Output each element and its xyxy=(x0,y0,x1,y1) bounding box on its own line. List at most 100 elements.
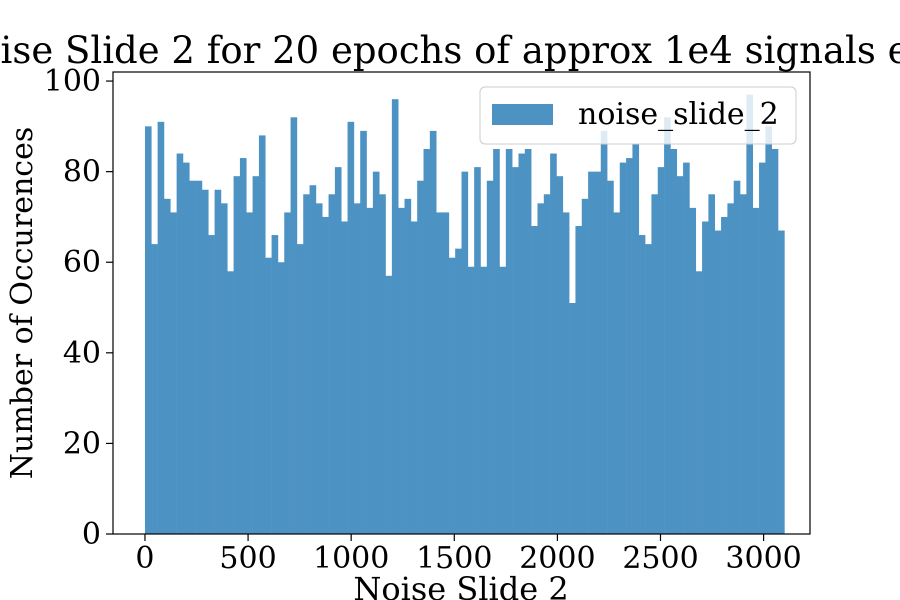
histogram-bar xyxy=(714,230,722,534)
y-tick-label: 20 xyxy=(63,426,101,461)
histogram-bar xyxy=(271,235,279,534)
histogram-bar xyxy=(379,194,386,535)
histogram-bar xyxy=(391,99,399,535)
histogram-bar xyxy=(360,130,367,534)
histogram-bar xyxy=(531,226,538,534)
histogram-bar xyxy=(410,221,418,534)
histogram-bar xyxy=(461,171,469,534)
histogram-bar xyxy=(195,180,203,534)
histogram-bar xyxy=(176,153,184,534)
y-tick-label: 40 xyxy=(63,336,101,371)
histogram-bar xyxy=(676,176,684,534)
x-tick-label: 1500 xyxy=(416,541,492,576)
x-tick-label: 0 xyxy=(135,541,154,576)
histogram-bar xyxy=(372,171,380,534)
histogram-bar xyxy=(778,230,785,534)
histogram-bar xyxy=(467,266,475,534)
histogram-bar xyxy=(334,167,342,534)
histogram-bar xyxy=(759,162,766,534)
histogram-bar xyxy=(486,180,494,534)
histogram-bar xyxy=(569,303,576,534)
histogram-bar xyxy=(619,162,627,534)
histogram-bar xyxy=(328,194,336,535)
histogram-bar xyxy=(505,149,513,534)
histogram-bar xyxy=(429,130,437,534)
histogram-bar xyxy=(258,135,266,534)
histogram-bar xyxy=(284,212,291,534)
histogram-bar xyxy=(385,275,393,534)
histogram-bar xyxy=(448,257,456,534)
histogram-bar xyxy=(562,212,570,534)
histogram-bar xyxy=(721,216,728,534)
histogram-bar xyxy=(670,149,678,534)
histogram-bar xyxy=(613,212,621,534)
histogram-bar xyxy=(144,126,152,534)
legend: noise_slide_2 xyxy=(479,86,797,145)
y-tick-label: 0 xyxy=(82,517,101,552)
histogram-bar xyxy=(632,144,640,534)
histogram-bar xyxy=(600,130,608,534)
y-tick-label: 60 xyxy=(63,245,101,280)
histogram-bar xyxy=(512,167,519,534)
histogram-bar xyxy=(366,207,374,534)
histogram-bar xyxy=(664,117,671,534)
y-tick-label: 80 xyxy=(63,155,101,190)
histogram-bar xyxy=(290,117,298,534)
histogram-bar xyxy=(493,149,500,534)
legend-box xyxy=(479,86,797,145)
histogram-bar xyxy=(220,203,228,534)
histogram-bar xyxy=(322,216,329,534)
histogram-bar xyxy=(252,176,260,534)
histogram-bar xyxy=(556,176,564,534)
x-tick-label: 2000 xyxy=(519,541,595,576)
ticks-layer: 0 500 1000 1500 2000 2500 3000 0 20 40 60 80 100 xyxy=(44,64,802,576)
histogram-bar xyxy=(708,194,716,535)
histogram-bar xyxy=(702,221,709,534)
histogram-bar xyxy=(208,235,215,534)
bars-layer xyxy=(144,94,785,535)
histogram-bar xyxy=(201,189,209,534)
histogram-bar xyxy=(752,207,760,534)
histogram-bar xyxy=(543,194,551,535)
x-tick-label: 3000 xyxy=(725,541,801,576)
histogram-bar xyxy=(296,244,304,534)
histogram-bar xyxy=(607,180,614,534)
legend-label-noise-slide-2: noise_slide_2 xyxy=(578,97,779,132)
histogram-bar xyxy=(740,194,747,535)
histogram-bar xyxy=(404,198,412,534)
histogram-bar xyxy=(765,126,773,534)
histogram-bar xyxy=(157,121,165,534)
histogram-bar xyxy=(423,149,431,534)
histogram-bar xyxy=(695,271,703,534)
histogram-bar xyxy=(575,226,583,534)
x-axis-label: Noise Slide 2 xyxy=(353,570,568,600)
histogram-bar xyxy=(771,149,779,534)
histogram-bar xyxy=(474,167,481,534)
histogram-bar xyxy=(182,162,190,534)
histogram-bar xyxy=(455,248,462,534)
y-tick-label: 100 xyxy=(44,64,101,99)
histogram-bar xyxy=(733,180,741,534)
histogram-bar xyxy=(689,207,697,534)
histogram-bar xyxy=(499,266,507,534)
histogram-bar xyxy=(170,212,177,534)
histogram-bar xyxy=(442,212,450,534)
histogram-bar xyxy=(638,235,646,534)
x-tick-label: 1000 xyxy=(313,541,389,576)
histogram-bar xyxy=(163,198,171,534)
x-tick-label: 2500 xyxy=(622,541,698,576)
x-tick-label: 500 xyxy=(219,541,276,576)
histogram-bar xyxy=(227,271,234,534)
histogram-bar xyxy=(436,212,443,534)
histogram-bar xyxy=(315,203,323,534)
legend-swatch xyxy=(492,104,553,125)
histogram-bar xyxy=(683,162,690,534)
histogram-bar xyxy=(398,207,405,534)
histogram-bar xyxy=(265,257,272,534)
histogram-bar xyxy=(727,203,735,534)
histogram-bar xyxy=(626,158,633,534)
axes-frame xyxy=(112,71,811,535)
histogram-bar xyxy=(189,180,196,534)
histogram-bar xyxy=(537,203,545,534)
